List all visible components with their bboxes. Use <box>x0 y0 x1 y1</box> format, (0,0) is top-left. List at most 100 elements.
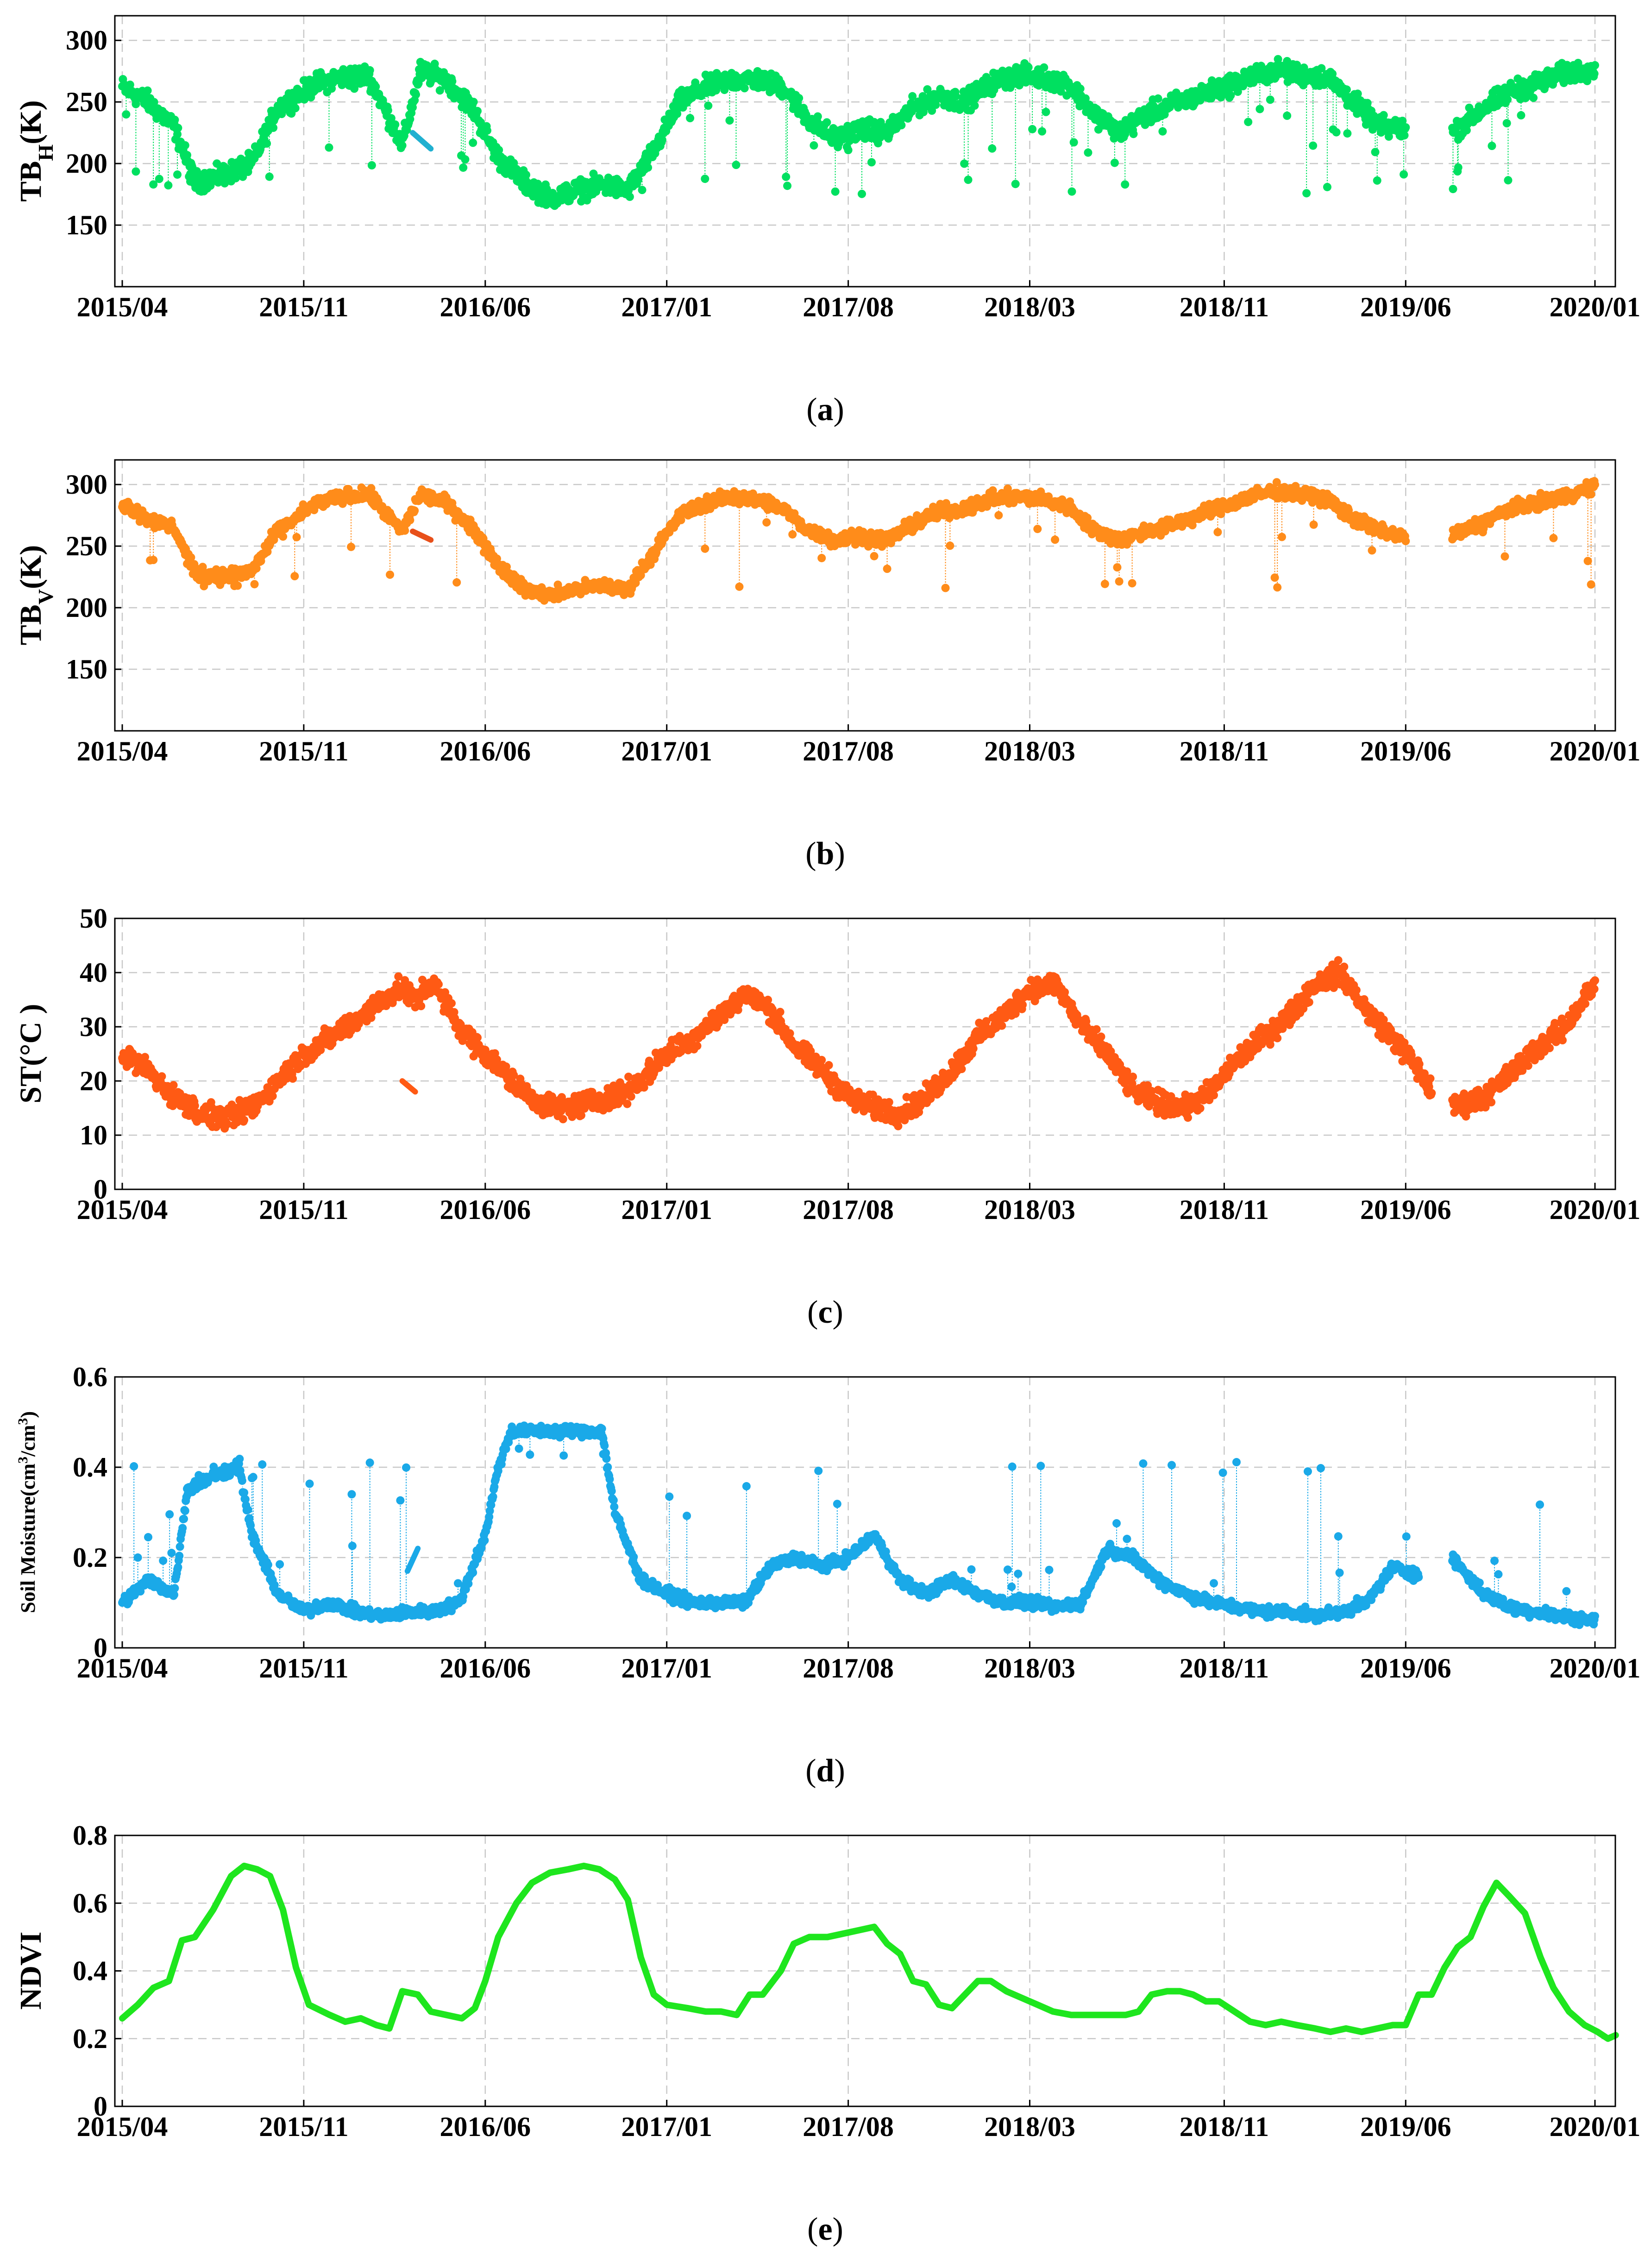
tbv-scatter-marks <box>118 477 1599 605</box>
panel-b-outlier-point <box>941 584 950 592</box>
panel-a-outlier-point <box>1302 189 1311 198</box>
panel-a-ylabel-unit: (K) <box>14 100 48 144</box>
panel-a-outlier-point <box>173 170 182 179</box>
panel-a-outlier-point <box>1028 125 1037 133</box>
panel-b-ytick-label: 250 <box>66 531 107 561</box>
panel-a-data-point <box>822 118 831 127</box>
panel-a-data-point <box>795 94 804 102</box>
panel-a-data-point <box>522 170 530 179</box>
panel-a-data-point <box>813 112 822 121</box>
panel-b-ylabel-unit: (K) <box>14 545 48 589</box>
panel-a-outlier-point <box>867 158 876 167</box>
panel-b-outlier-point <box>1128 579 1136 588</box>
panel-b-outlier-point <box>1213 528 1222 536</box>
panel-a-data-point <box>644 163 653 172</box>
panel-a-xtick-label: 2020/01 <box>1550 292 1641 322</box>
tbh-scatter-marks <box>118 55 1599 210</box>
panel-b-outlier-point <box>290 572 299 581</box>
panel-b-outlier-point <box>883 565 891 573</box>
panel-a-outlier-point <box>1309 141 1318 150</box>
panel-a-outlier-point <box>1504 176 1513 185</box>
panel-a-data-point <box>291 104 300 113</box>
panel-b-outlier-point <box>386 570 395 579</box>
panel-a-data-point <box>143 86 152 95</box>
panel-a-data-point <box>473 107 482 115</box>
panel-b-outlier-point <box>1115 577 1124 586</box>
panel-a-ylabel-main: TB <box>14 161 48 202</box>
panel-a-outlier-point <box>1323 182 1331 191</box>
panel-a-ytick-label: 300 <box>66 25 107 56</box>
panel-a-data-point <box>483 126 491 135</box>
panel-a-data-point <box>383 106 392 115</box>
panel-a-data-point <box>448 77 457 86</box>
panel-b-xtick-label: 2015/04 <box>77 736 168 766</box>
panel-c: ST(°C ) (c) 2015/04 2015/11 2016/06 2017/01… <box>14 903 1640 1330</box>
panel-b-xtick-label: 2015/11 <box>259 736 348 766</box>
panel-a-outlier-point <box>1121 180 1130 189</box>
panel-a-xtick-label: 2016/06 <box>439 292 531 322</box>
panel-b-outlier-point <box>1273 583 1282 592</box>
panel-a-grid <box>115 16 1615 287</box>
panel-b-ytick-label: 300 <box>66 469 107 500</box>
panel-a-outlier-point <box>1244 118 1253 126</box>
panel-a-outlier-point <box>686 114 695 123</box>
panel-b-outlier-point <box>701 544 709 553</box>
panel-a-data-point <box>1342 85 1351 94</box>
panel-a-data-point <box>469 98 478 107</box>
panel-a-data-point <box>213 159 221 168</box>
panel-a-outlier-point <box>783 182 792 190</box>
panel-a-data-point <box>231 174 240 182</box>
panel-a-ylabel: TBH(K) <box>14 100 57 201</box>
panel-b-outlier-point <box>735 582 744 591</box>
panel-a-data-point <box>181 141 189 150</box>
panel-b-outlier-point <box>946 541 954 550</box>
panel-a-data-point <box>391 120 400 129</box>
panel-b-outlier-point <box>1051 535 1060 544</box>
panel-a-data-point <box>1591 61 1599 69</box>
panel-a-outlier-point <box>1517 111 1525 119</box>
panel-b-outlier-point <box>1549 534 1558 542</box>
panel-c-data-point <box>169 1081 178 1090</box>
panel-b-data-point <box>1587 490 1595 499</box>
panel-b-xtick-label: 2016/06 <box>439 736 531 766</box>
panel-a-outlier-point <box>367 161 376 170</box>
panel-b-outlier-point <box>788 530 797 539</box>
panel-a-data-point <box>305 75 314 84</box>
panel-a-ytick-label: 150 <box>66 210 107 240</box>
panel-b-outlier-point <box>233 581 242 590</box>
panel-b-xtick-label: 2017/01 <box>621 736 712 766</box>
panel-b: TBV(K) (b) 2015/04 2015/11 2016/06 2017/01 2… <box>14 459 1640 872</box>
panel-a-data-point <box>269 123 278 132</box>
panel-a-xtick-label: 2017/01 <box>621 292 712 322</box>
panel-b-outlier-point <box>292 533 301 541</box>
panel-a-outlier-point <box>1343 129 1352 138</box>
panel-a-data-point <box>1379 111 1388 119</box>
panel-b-outlier-point <box>347 542 356 551</box>
panel-b-xtick-label: 2017/08 <box>803 736 894 766</box>
panel-b-outlier-point <box>1587 580 1595 589</box>
panel-a-outlier-point <box>964 176 973 184</box>
panel-b-outlier-point <box>762 518 771 527</box>
panel-a-data-point <box>1129 130 1138 138</box>
panel-a-outlier-point <box>265 172 274 181</box>
panel-a-outlier-point <box>1069 138 1078 147</box>
panel-a-outlier-point <box>155 175 163 183</box>
panel-a-outlier-point <box>858 189 866 198</box>
panel-b-data-point <box>401 526 409 535</box>
panel-b-outlier-point <box>1583 557 1592 565</box>
panel-a-ytick-label: 200 <box>66 148 107 179</box>
panel-a-outlier-point <box>638 186 647 195</box>
panel-a-data-point <box>132 100 140 108</box>
panel-b-xtick-label: 2019/06 <box>1360 736 1451 766</box>
panel-b-outlier-point <box>250 580 259 589</box>
panel-b-outlier-point <box>149 556 158 565</box>
panel-a-data-point <box>952 92 960 101</box>
panel-a-outlier-point <box>1400 170 1408 179</box>
panel-a-outlier-point <box>810 141 818 150</box>
panel-b-gapfill-segment <box>410 528 434 543</box>
panel-a-data-point <box>1401 123 1410 132</box>
panel-c-grid <box>115 917 1615 1190</box>
panel-a-outlier-point <box>1042 107 1050 116</box>
panel-a-data-point <box>174 124 182 132</box>
panel-b-outlier-point <box>1100 579 1109 588</box>
